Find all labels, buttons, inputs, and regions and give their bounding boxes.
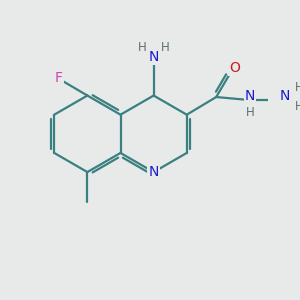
- Text: N: N: [148, 50, 159, 64]
- Text: F: F: [55, 71, 63, 85]
- Text: O: O: [229, 61, 240, 75]
- Text: H: H: [246, 106, 254, 119]
- Text: H: H: [138, 41, 147, 54]
- Text: N: N: [245, 89, 255, 103]
- Text: H: H: [295, 81, 300, 94]
- Text: N: N: [148, 165, 159, 179]
- Text: H: H: [160, 41, 169, 54]
- Text: N: N: [279, 89, 290, 103]
- Text: H: H: [295, 100, 300, 113]
